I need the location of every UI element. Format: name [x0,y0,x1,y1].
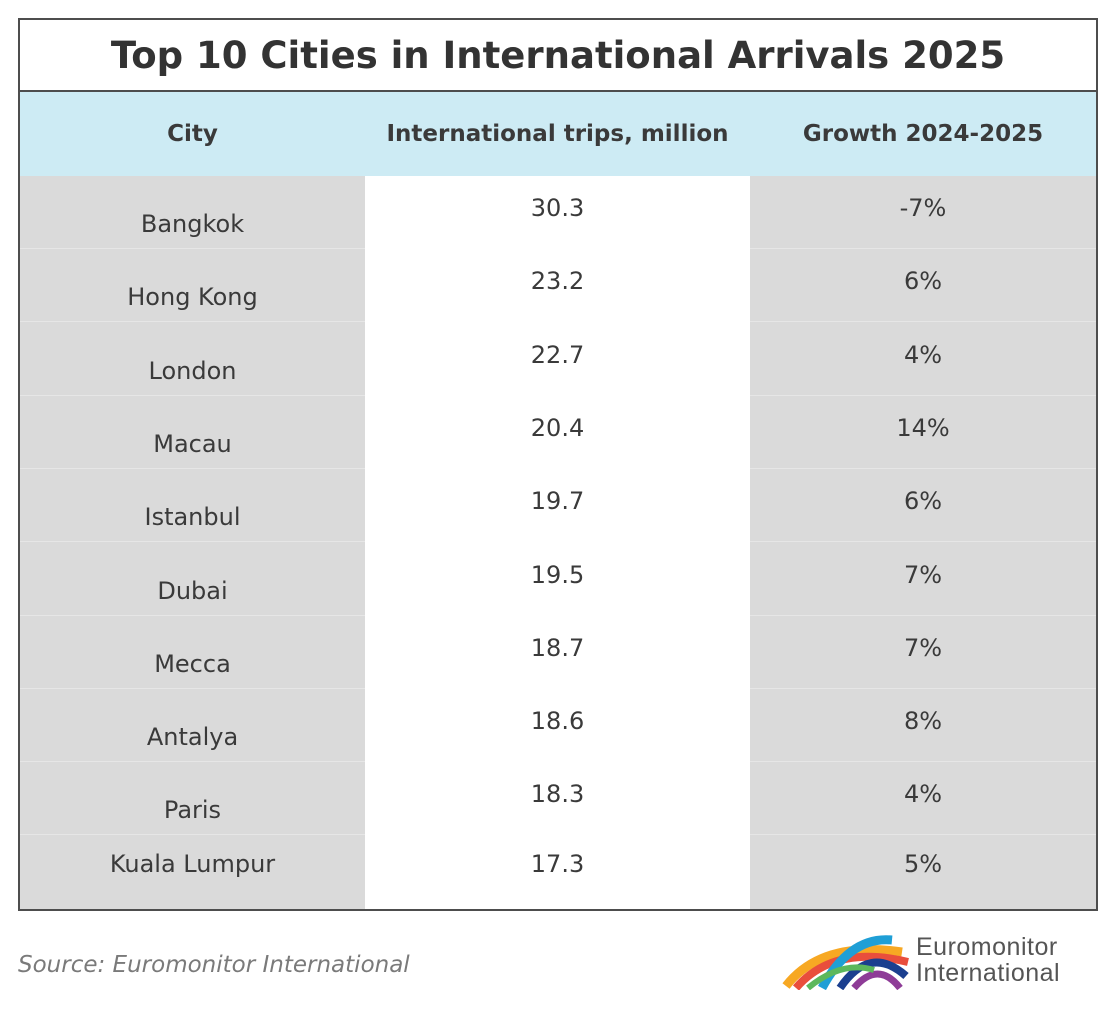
city-cell: Hong Kong [127,283,258,311]
source-note: Source: Euromonitor International [18,952,410,978]
table-body: Bangkok 30.3 -7% Hong Kong 23.2 6% London 22.7 4… [20,176,1096,909]
trips-cell: 23.2 [530,267,585,295]
table-row: Paris 18.3 4% [20,762,1096,835]
row-separator [20,761,365,762]
logo-line2: International [916,959,1061,987]
growth-cell: 5% [903,850,943,878]
table-header: City International trips, million Growth… [20,92,1096,176]
row-separator [20,615,365,616]
row-separator [20,541,365,542]
row-separator [750,541,1096,542]
row-separator [750,834,1096,835]
header-trips: International trips, million [386,121,729,147]
logo-text: Euromonitor International [916,934,1060,986]
table-row: London 22.7 4% [20,323,1096,396]
trips-cell: 19.7 [530,487,585,515]
logo-line1: Euromonitor [916,933,1058,961]
growth-cell: 6% [903,267,943,295]
row-separator [750,321,1096,322]
growth-cell: 14% [896,414,950,442]
city-cell: Mecca [154,650,231,678]
table-row: Hong Kong 23.2 6% [20,249,1096,322]
growth-cell: 4% [903,341,943,369]
euromonitor-arcs-icon [782,935,909,990]
row-separator [750,395,1096,396]
city-cell: London [148,357,237,385]
row-separator [20,395,365,396]
growth-column-background [750,176,1096,909]
row-separator [20,834,365,835]
trips-cell: 18.6 [530,707,585,735]
trips-cell: 30.3 [530,194,585,222]
header-growth: Growth 2024-2025 [802,121,1044,147]
row-separator [20,321,365,322]
table-row: Macau 20.4 14% [20,396,1096,469]
growth-cell: 6% [903,487,943,515]
city-column-background [20,176,365,909]
city-cell: Macau [153,430,232,458]
table-row: Dubai 19.5 7% [20,543,1096,616]
growth-cell: 4% [903,780,943,808]
table-row: Kuala Lumpur 17.3 5% [20,836,1096,909]
city-cell: Bangkok [140,210,245,238]
trips-cell: 18.3 [530,780,585,808]
trips-cell: 22.7 [530,341,585,369]
table-row: Antalya 18.6 8% [20,689,1096,762]
trips-column-background [365,176,750,909]
row-separator [750,615,1096,616]
table-row: Mecca 18.7 7% [20,616,1096,689]
city-cell: Antalya [146,723,239,751]
city-cell: Kuala Lumpur [109,850,276,878]
trips-cell: 20.4 [530,414,585,442]
row-separator [750,248,1096,249]
row-separator [20,468,365,469]
city-cell: Paris [163,796,222,824]
data-table: Top 10 Cities in International Arrivals … [18,18,1098,911]
header-city: City [167,121,218,147]
table-row: Istanbul 19.7 6% [20,469,1096,542]
city-cell: Istanbul [144,503,241,531]
row-separator [750,761,1096,762]
growth-cell: 7% [903,561,943,589]
row-separator [750,688,1096,689]
row-separator [20,248,365,249]
trips-cell: 17.3 [530,850,585,878]
table-title: Top 10 Cities in International Arrivals … [20,20,1096,92]
row-separator [750,468,1096,469]
euromonitor-logo: Euromonitor International [782,930,1092,992]
trips-cell: 19.5 [530,561,585,589]
trips-cell: 18.7 [530,634,585,662]
growth-cell: 8% [903,707,943,735]
growth-cell: 7% [903,634,943,662]
city-cell: Dubai [157,577,228,605]
growth-cell: -7% [899,194,947,222]
table-row: Bangkok 30.3 -7% [20,176,1096,249]
row-separator [20,688,365,689]
